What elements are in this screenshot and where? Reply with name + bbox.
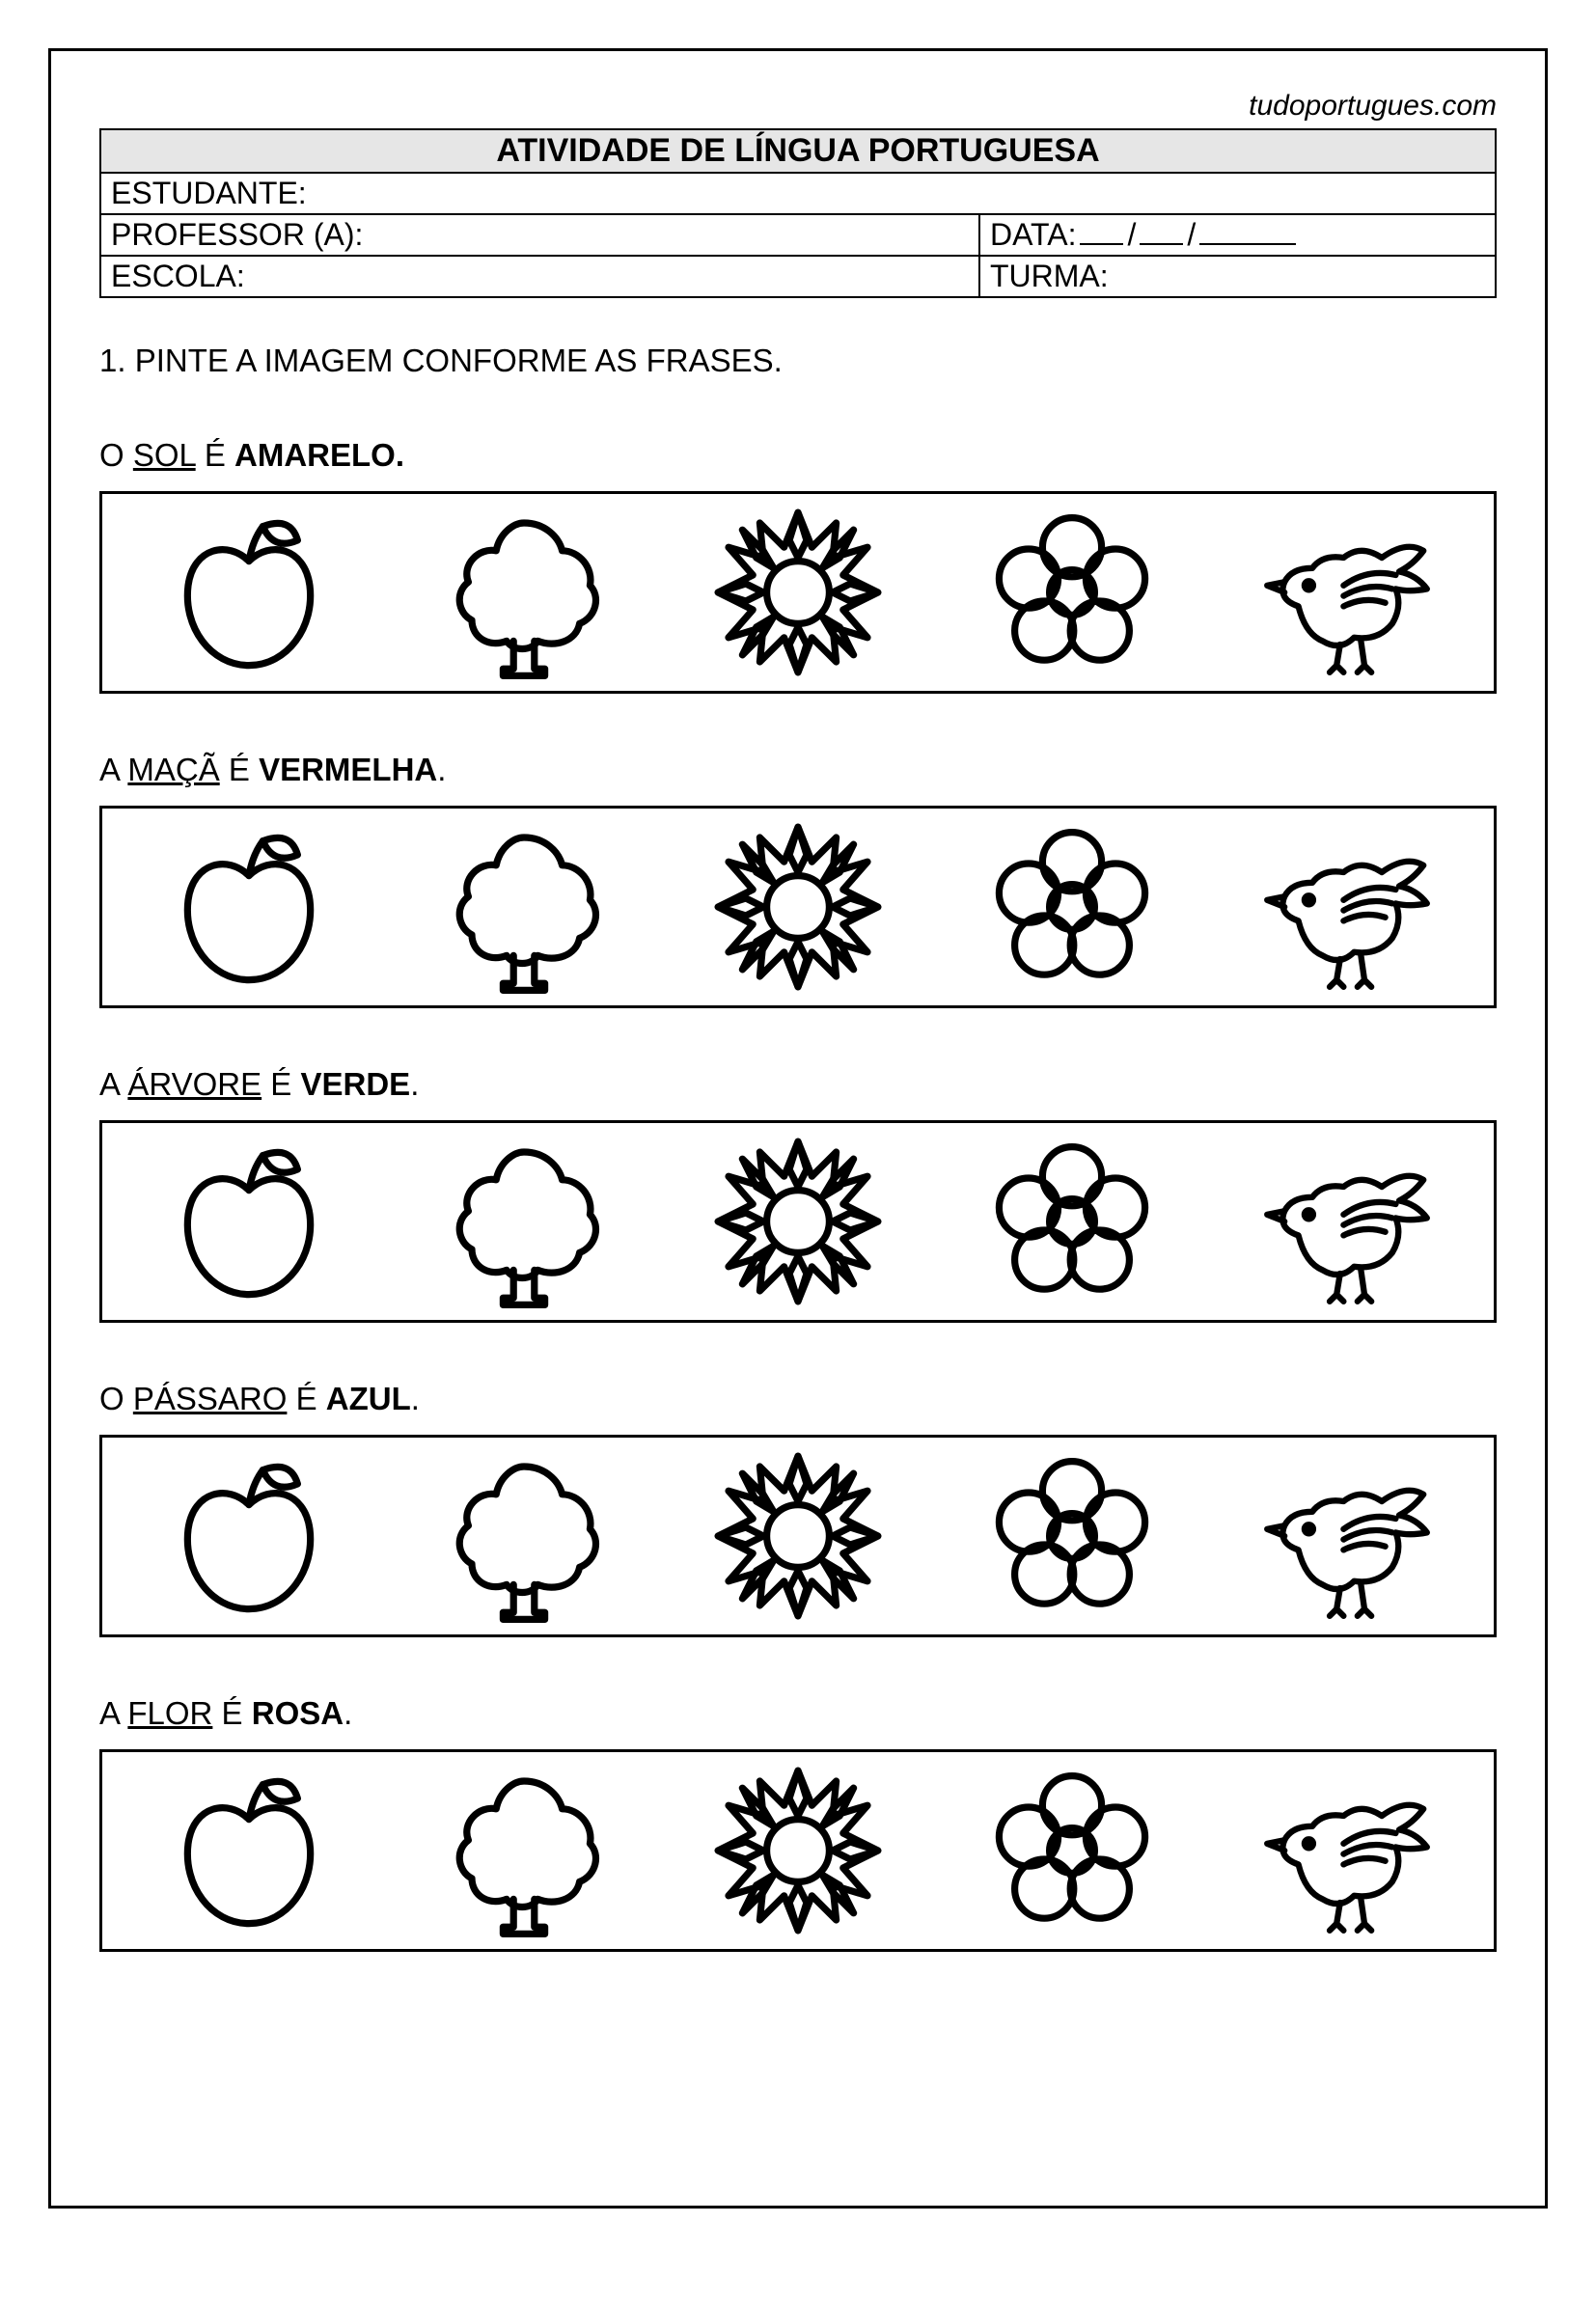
sentence-verb: É xyxy=(220,752,259,787)
sentence-color: ROSA xyxy=(252,1695,344,1731)
icon-row xyxy=(99,1120,1497,1323)
sentence-article: A xyxy=(99,1695,127,1731)
apple-icon xyxy=(112,1451,386,1621)
header-table: ATIVIDADE DE LÍNGUA PORTUGUESA ESTUDANTE… xyxy=(99,128,1497,298)
icon-row xyxy=(99,491,1497,694)
worksheet-page: tudoportugues.com ATIVIDADE DE LÍNGUA PO… xyxy=(48,48,1548,2209)
sentence-period: . xyxy=(344,1695,352,1731)
activity-block: O PÁSSARO É AZUL. xyxy=(99,1381,1497,1637)
flower-icon xyxy=(935,1137,1209,1306)
sentence-subject: ÁRVORE xyxy=(127,1066,261,1102)
sentence-period: . xyxy=(411,1381,420,1416)
bird-icon xyxy=(1210,508,1484,677)
sentence-verb: É xyxy=(196,437,234,473)
sentence-article: A xyxy=(99,752,127,787)
apple-icon xyxy=(112,1137,386,1306)
sentence-color: AZUL xyxy=(326,1381,411,1416)
icon-row xyxy=(99,1749,1497,1952)
sentence-article: A xyxy=(99,1066,127,1102)
date-blank-day xyxy=(1080,218,1123,245)
activity-sentence: O PÁSSARO É AZUL. xyxy=(99,1381,1497,1417)
activity-sentence: A FLOR É ROSA. xyxy=(99,1695,1497,1732)
activity-sentence: A ÁRVORE É VERDE. xyxy=(99,1066,1497,1103)
apple-icon xyxy=(112,1766,386,1935)
bird-icon xyxy=(1210,822,1484,992)
tree-icon xyxy=(386,822,660,992)
activities-container: O SOL É AMARELO.A MAÇÃ É VERMELHA.A ÁRVO… xyxy=(99,437,1497,1952)
school-field: ESCOLA: xyxy=(100,256,979,297)
tree-icon xyxy=(386,1766,660,1935)
activity-block: A ÁRVORE É VERDE. xyxy=(99,1066,1497,1323)
site-url: tudoportugues.com xyxy=(99,90,1497,123)
sentence-period: . xyxy=(437,752,446,787)
sun-icon xyxy=(661,1766,935,1935)
date-field: DATA: / / xyxy=(979,214,1496,256)
apple-icon xyxy=(112,822,386,992)
activity-block: A FLOR É ROSA. xyxy=(99,1695,1497,1952)
worksheet-title: ATIVIDADE DE LÍNGUA PORTUGUESA xyxy=(100,129,1496,173)
flower-icon xyxy=(935,508,1209,677)
icon-row xyxy=(99,806,1497,1008)
class-field: TURMA: xyxy=(979,256,1496,297)
sentence-verb: É xyxy=(287,1381,325,1416)
sentence-article: O xyxy=(99,1381,133,1416)
sentence-subject: SOL xyxy=(133,437,196,473)
teacher-field: PROFESSOR (A): xyxy=(100,214,979,256)
sentence-subject: MAÇÃ xyxy=(127,752,219,787)
tree-icon xyxy=(386,1451,660,1621)
sentence-color: VERMELHA xyxy=(259,752,437,787)
activity-sentence: A MAÇÃ É VERMELHA. xyxy=(99,752,1497,788)
icon-row xyxy=(99,1435,1497,1637)
sun-icon xyxy=(661,508,935,677)
activity-block: A MAÇÃ É VERMELHA. xyxy=(99,752,1497,1008)
bird-icon xyxy=(1210,1451,1484,1621)
flower-icon xyxy=(935,822,1209,992)
sentence-subject: PÁSSARO xyxy=(133,1381,288,1416)
sentence-period: . xyxy=(410,1066,419,1102)
sentence-verb: É xyxy=(261,1066,300,1102)
bird-icon xyxy=(1210,1766,1484,1935)
flower-icon xyxy=(935,1451,1209,1621)
date-label: DATA: xyxy=(990,217,1076,253)
activity-sentence: O SOL É AMARELO. xyxy=(99,437,1497,474)
date-blank-year xyxy=(1199,218,1296,245)
flower-icon xyxy=(935,1766,1209,1935)
sun-icon xyxy=(661,822,935,992)
sentence-subject: FLOR xyxy=(127,1695,212,1731)
sentence-color: AMARELO. xyxy=(234,437,404,473)
student-field: ESTUDANTE: xyxy=(100,173,1496,214)
sun-icon xyxy=(661,1451,935,1621)
sun-icon xyxy=(661,1137,935,1306)
sentence-color: VERDE xyxy=(301,1066,411,1102)
activity-block: O SOL É AMARELO. xyxy=(99,437,1497,694)
sentence-article: O xyxy=(99,437,133,473)
date-blank-month xyxy=(1140,218,1183,245)
tree-icon xyxy=(386,1137,660,1306)
bird-icon xyxy=(1210,1137,1484,1306)
instruction-text: 1. PINTE A IMAGEM CONFORME AS FRASES. xyxy=(99,343,1497,379)
apple-icon xyxy=(112,508,386,677)
sentence-verb: É xyxy=(212,1695,251,1731)
tree-icon xyxy=(386,508,660,677)
